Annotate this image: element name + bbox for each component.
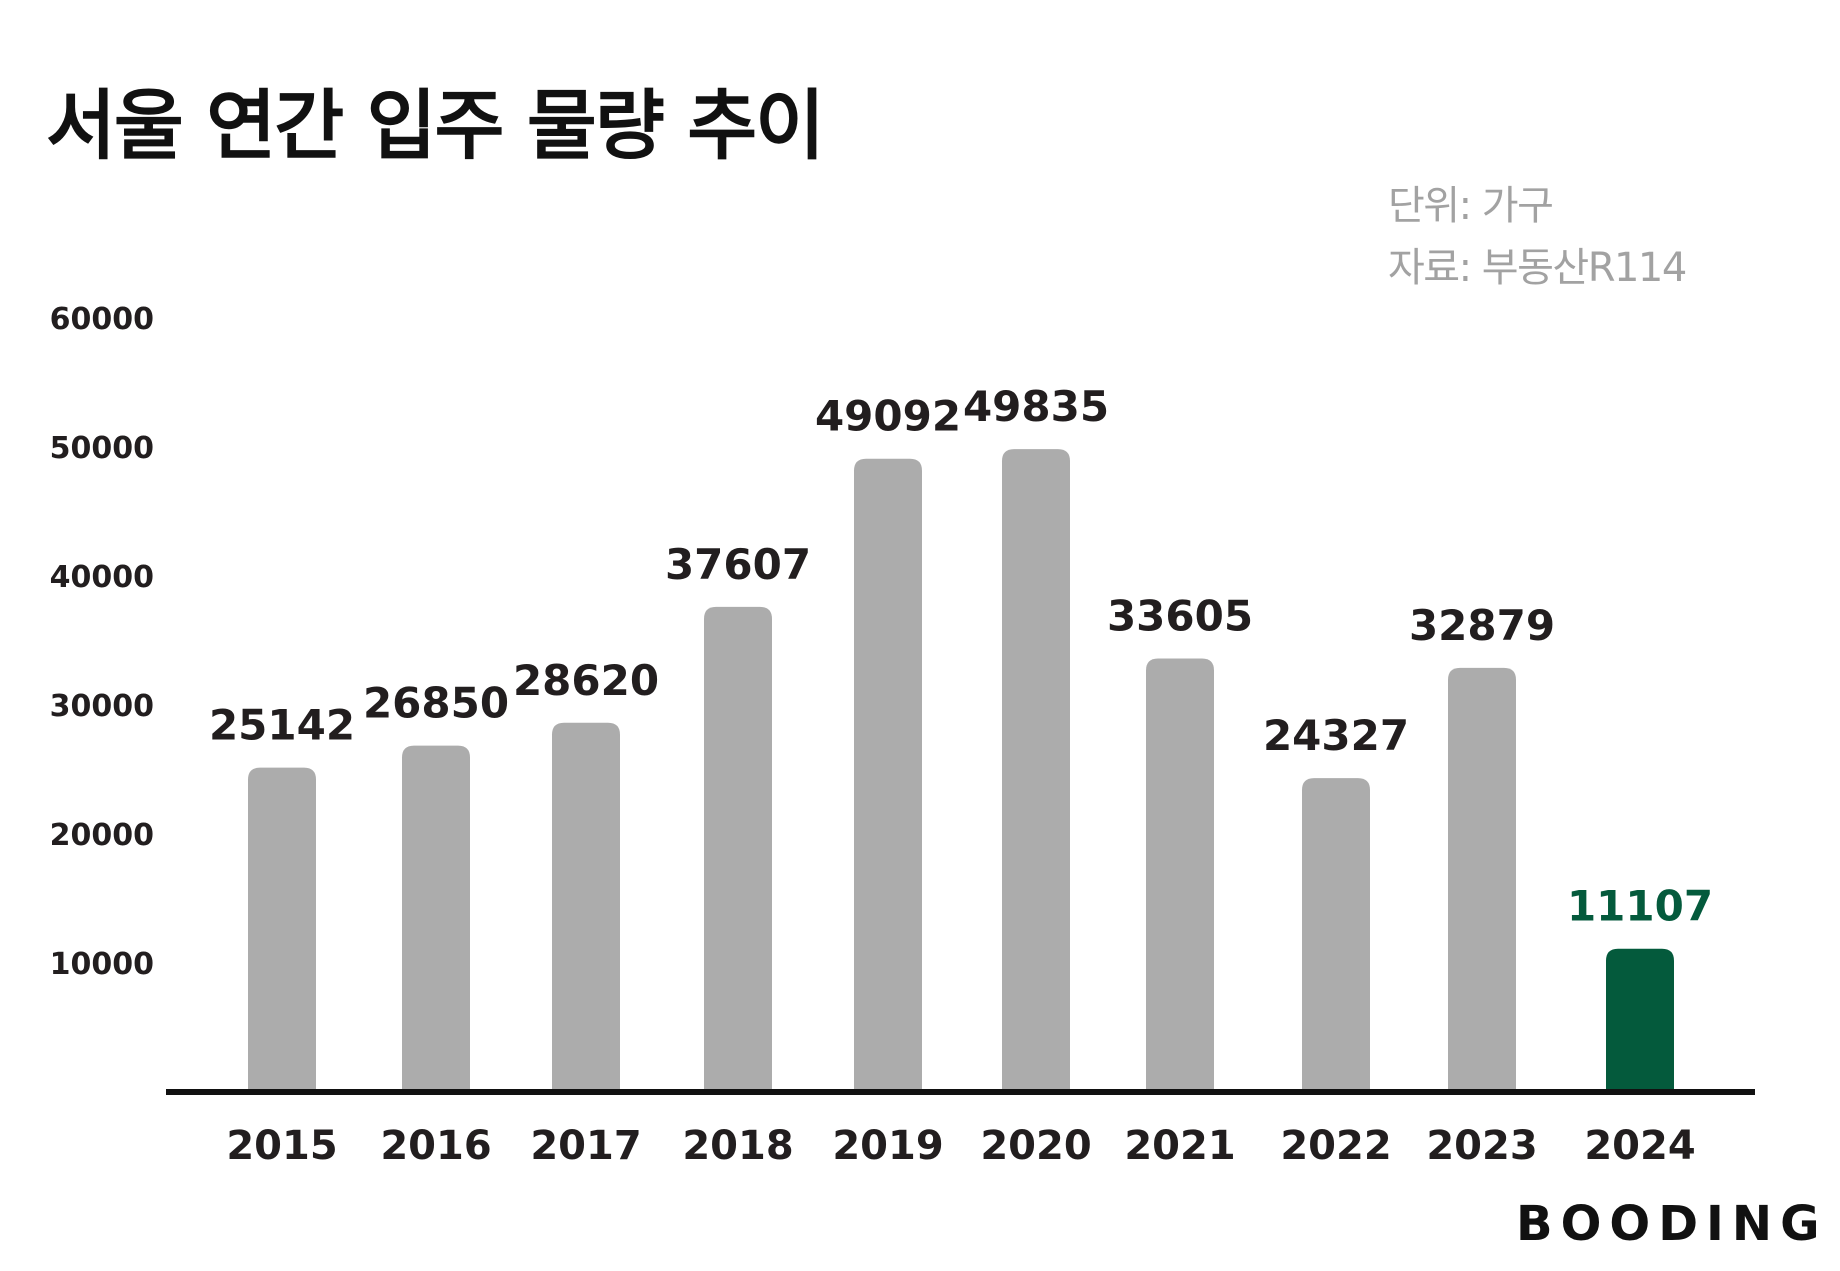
x-tick-label-2017: 2017 bbox=[530, 1123, 641, 1169]
value-label-2021: 33605 bbox=[1107, 591, 1253, 640]
y-tick-label: 20000 bbox=[50, 818, 154, 853]
y-tick-label: 40000 bbox=[50, 560, 154, 595]
bar-2016 bbox=[402, 745, 470, 1092]
y-axis-ticks: 10000 20000 30000 40000 50000 60000 bbox=[50, 302, 154, 982]
value-label-2020: 49835 bbox=[963, 382, 1109, 431]
x-axis-ticks: 2015 2016 2017 2018 2019 2020 2021 2022 2023 2024 bbox=[226, 1123, 1695, 1169]
chart-title: 서울 연간 입주 물량 추이 bbox=[46, 81, 825, 170]
value-label-2022: 24327 bbox=[1263, 711, 1409, 760]
x-tick-label-2021: 2021 bbox=[1124, 1123, 1235, 1169]
bar-2022 bbox=[1302, 778, 1370, 1092]
y-tick-label: 30000 bbox=[50, 689, 154, 724]
bar-2017 bbox=[552, 722, 620, 1092]
x-tick-label-2024: 2024 bbox=[1584, 1123, 1695, 1169]
bar-2020 bbox=[1002, 449, 1070, 1092]
y-tick-label: 50000 bbox=[50, 431, 154, 466]
x-tick-label-2020: 2020 bbox=[980, 1123, 1091, 1169]
value-label-2024: 11107 bbox=[1567, 882, 1713, 931]
unit-note: 단위: 가구 bbox=[1388, 183, 1554, 229]
x-tick-label-2023: 2023 bbox=[1426, 1123, 1537, 1169]
bar-2021 bbox=[1146, 658, 1214, 1092]
y-tick-label: 60000 bbox=[50, 302, 154, 337]
booding-logo: BOODING bbox=[1516, 1196, 1828, 1252]
data-labels: 25142 26850 28620 37607 49092 49835 33605 24327… bbox=[209, 382, 1713, 931]
value-label-2016: 26850 bbox=[363, 679, 509, 728]
bars bbox=[248, 449, 1674, 1092]
y-tick-label: 10000 bbox=[50, 947, 154, 982]
x-tick-label-2022: 2022 bbox=[1280, 1123, 1391, 1169]
x-tick-label-2015: 2015 bbox=[226, 1123, 337, 1169]
bar-2024 bbox=[1606, 948, 1674, 1092]
value-label-2017: 28620 bbox=[513, 656, 659, 705]
value-label-2018: 37607 bbox=[665, 540, 811, 589]
bar-2023 bbox=[1448, 667, 1516, 1092]
bar-2015 bbox=[248, 767, 316, 1092]
bar-2019 bbox=[854, 458, 922, 1092]
x-tick-label-2018: 2018 bbox=[682, 1123, 793, 1169]
value-label-2019: 49092 bbox=[815, 392, 961, 441]
value-label-2023: 32879 bbox=[1409, 601, 1555, 650]
bar-2018 bbox=[704, 606, 772, 1092]
value-label-2015: 25142 bbox=[209, 701, 355, 750]
source-note: 자료: 부동산R114 bbox=[1388, 245, 1687, 291]
x-tick-label-2016: 2016 bbox=[380, 1123, 491, 1169]
x-tick-label-2019: 2019 bbox=[832, 1123, 943, 1169]
